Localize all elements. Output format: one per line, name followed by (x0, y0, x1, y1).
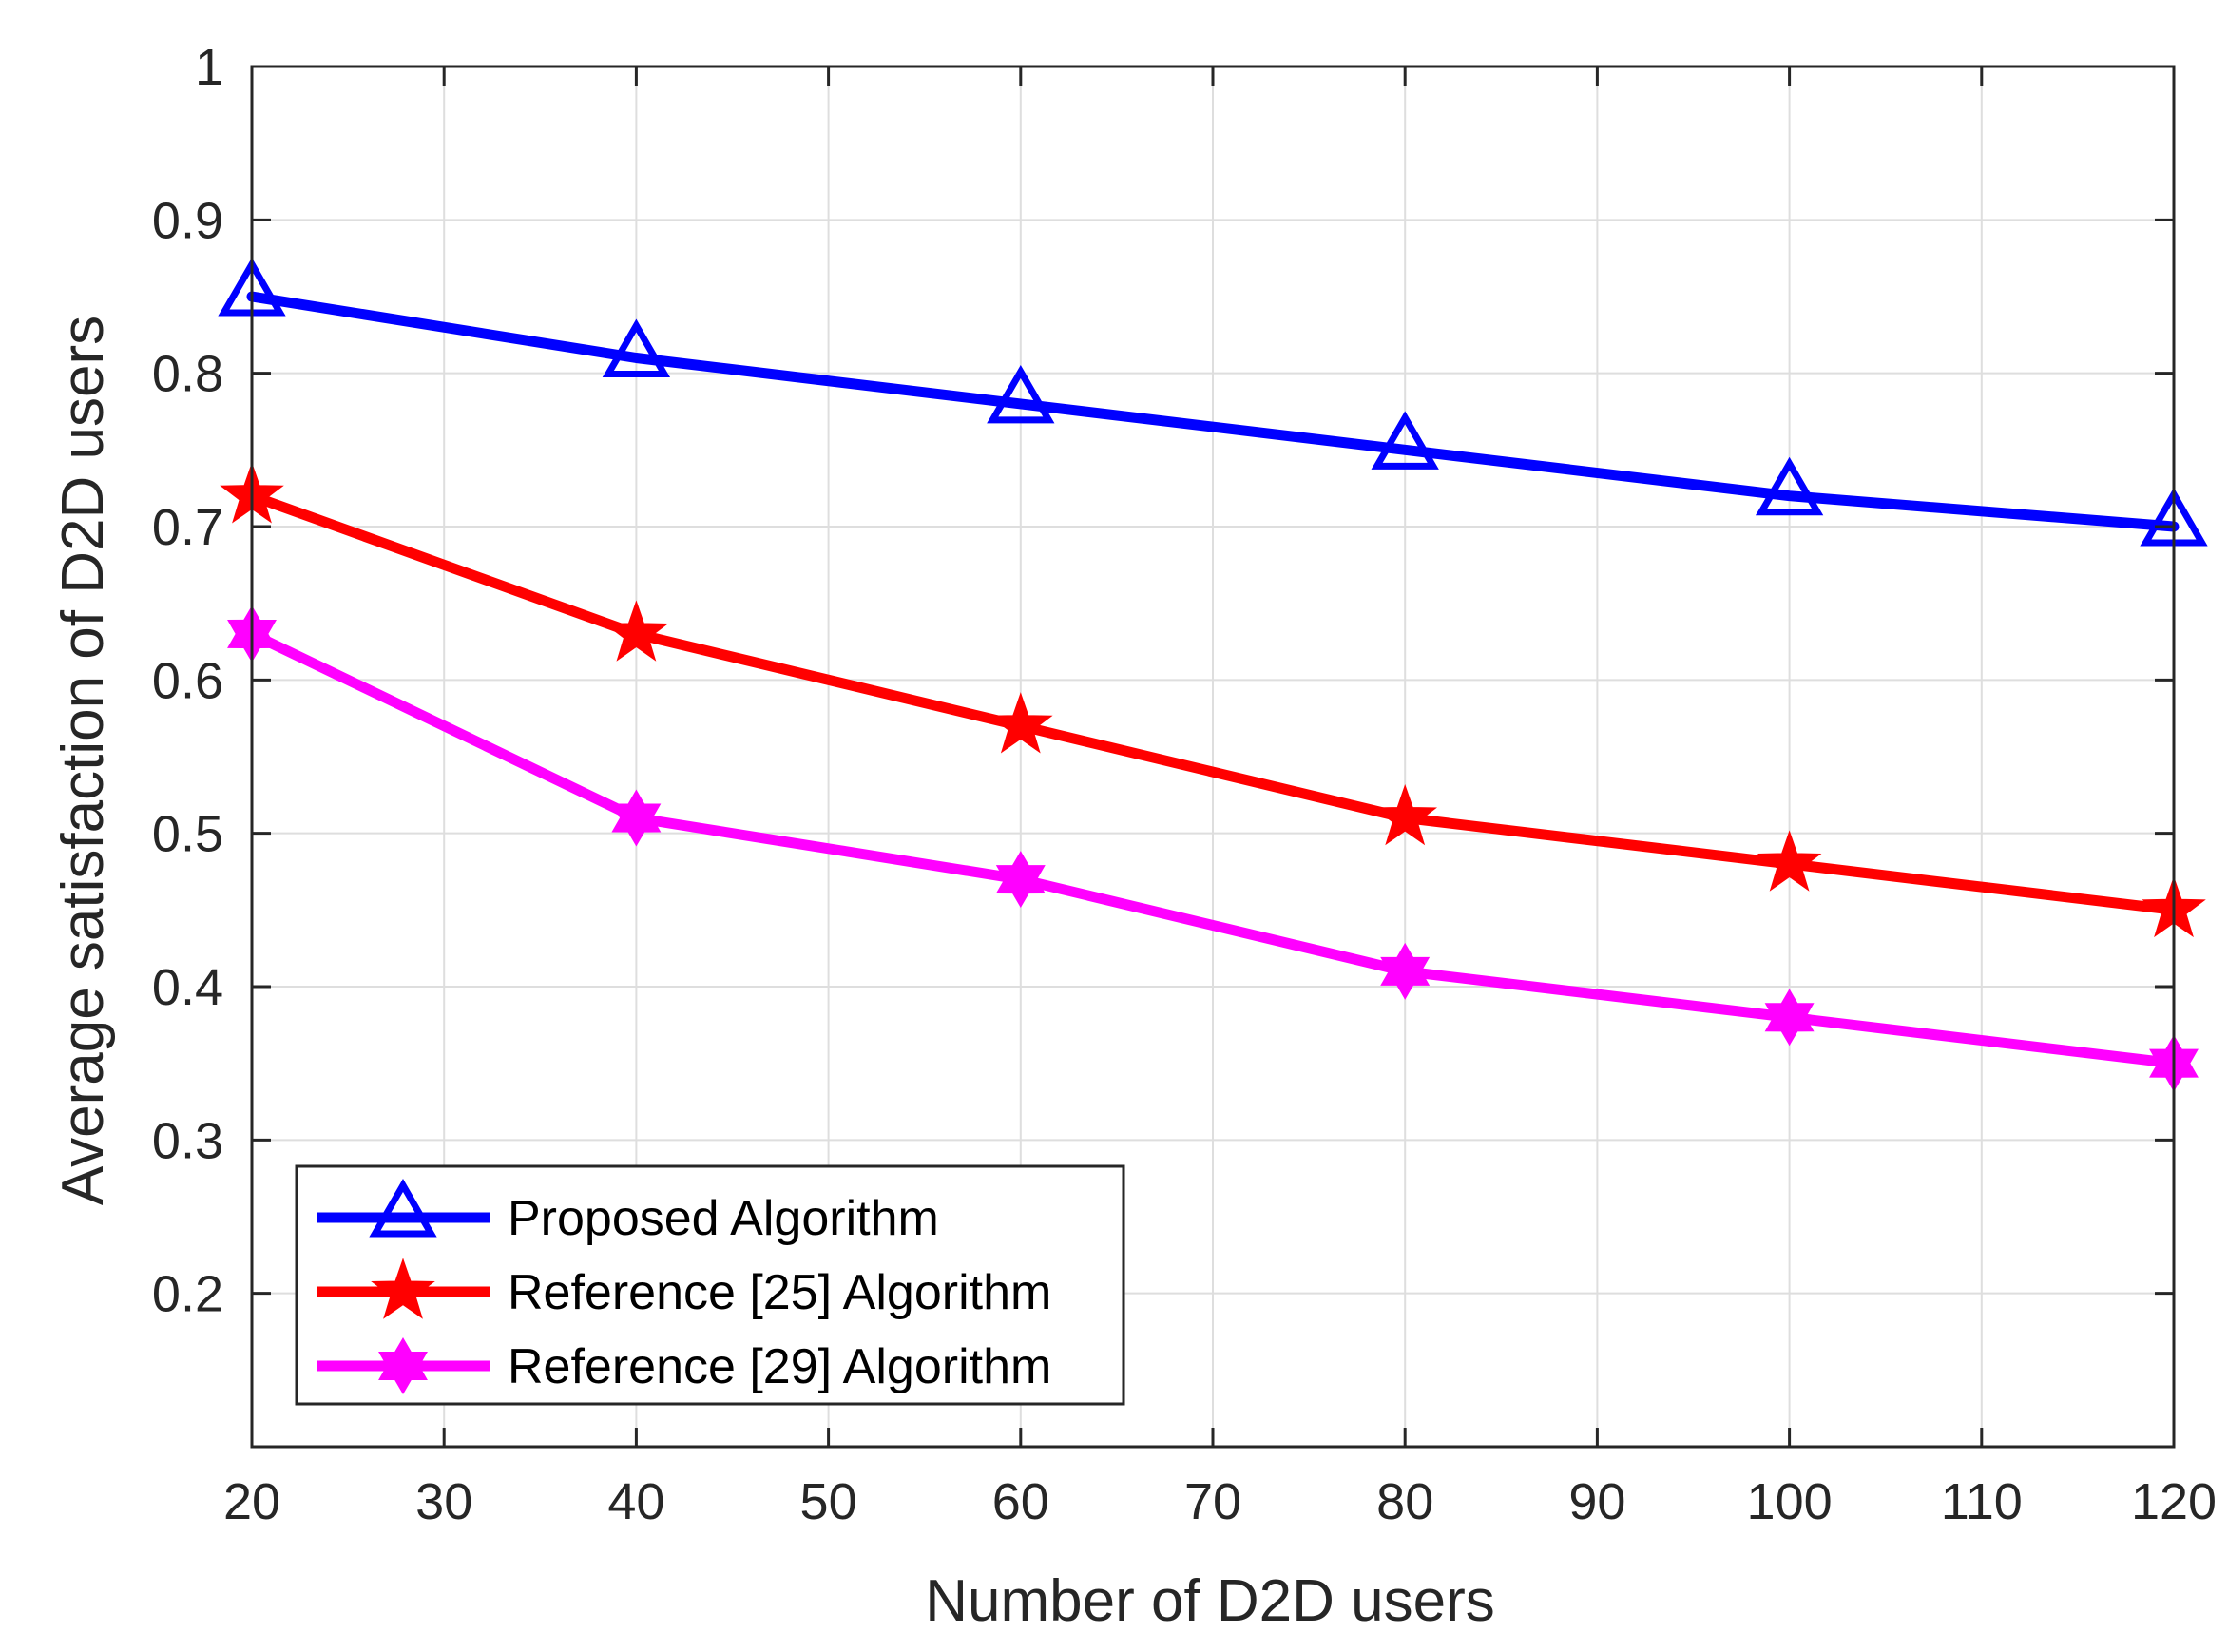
data-point (1373, 783, 1438, 846)
data-point (1757, 830, 1822, 892)
data-point (602, 318, 671, 378)
x-tick-label: 60 (992, 1473, 1049, 1530)
legend-label: Reference [25] Algorithm (508, 1265, 1051, 1320)
x-tick-label: 70 (1184, 1473, 1241, 1530)
legend-label: Proposed Algorithm (508, 1191, 939, 1246)
legend-entry: Reference [29] Algorithm (317, 1337, 1051, 1394)
legend: Proposed Algorithm Reference [25] Algorit… (295, 1164, 1125, 1406)
x-tick-label: 20 (223, 1473, 280, 1530)
y-tick-label: 0.4 (152, 959, 223, 1016)
tick-labels: 20 30 40 50 60 70 80 90 100 110 120 0.2 0.3 0.4 0.5 0.6… (152, 39, 2217, 1530)
y-tick-label: 0.2 (152, 1266, 223, 1323)
data-point (987, 364, 1055, 424)
data-point (604, 600, 669, 662)
x-tick-label: 40 (607, 1473, 664, 1530)
legend-marker (369, 1179, 437, 1238)
x-axis-label: Number of D2D users (925, 1568, 1495, 1634)
y-tick-label: 0.3 (152, 1112, 223, 1169)
y-tick-label: 0.7 (152, 499, 223, 556)
data-point (1764, 989, 1815, 1047)
x-tick-label: 100 (1747, 1473, 1833, 1530)
data-point (1755, 456, 1824, 516)
x-tick-label: 50 (800, 1473, 857, 1530)
y-tick-label: 0.8 (152, 346, 223, 403)
y-tick-label: 0.6 (152, 652, 223, 709)
series-hexagram (227, 605, 2199, 1092)
x-tick-label: 110 (1941, 1473, 2023, 1530)
legend-entry: Reference [25] Algorithm (317, 1258, 1051, 1320)
series-line (246, 291, 2180, 532)
data-point (988, 692, 1053, 754)
legend-label: Reference [29] Algorithm (508, 1339, 1051, 1394)
series-line (246, 628, 2180, 1069)
legend-entry: Proposed Algorithm (317, 1179, 939, 1246)
series-line (246, 490, 2180, 915)
tick-marks (250, 65, 2176, 1447)
y-tick-label: 0.5 (152, 806, 223, 863)
data-point (995, 851, 1046, 909)
y-tick-label: 0.9 (152, 192, 223, 249)
x-tick-label: 80 (1376, 1473, 1433, 1530)
x-tick-label: 90 (1568, 1473, 1625, 1530)
legend-marker (378, 1337, 428, 1394)
y-tick-label: 1 (195, 39, 223, 96)
data-point (1371, 411, 1439, 470)
data-point (611, 789, 662, 847)
x-tick-label: 120 (2131, 1473, 2217, 1530)
data-point (1380, 942, 1431, 1000)
legend-marker (371, 1258, 435, 1319)
y-axis-label: Average satisfaction of D2D users (50, 316, 116, 1205)
x-tick-label: 30 (415, 1473, 472, 1530)
